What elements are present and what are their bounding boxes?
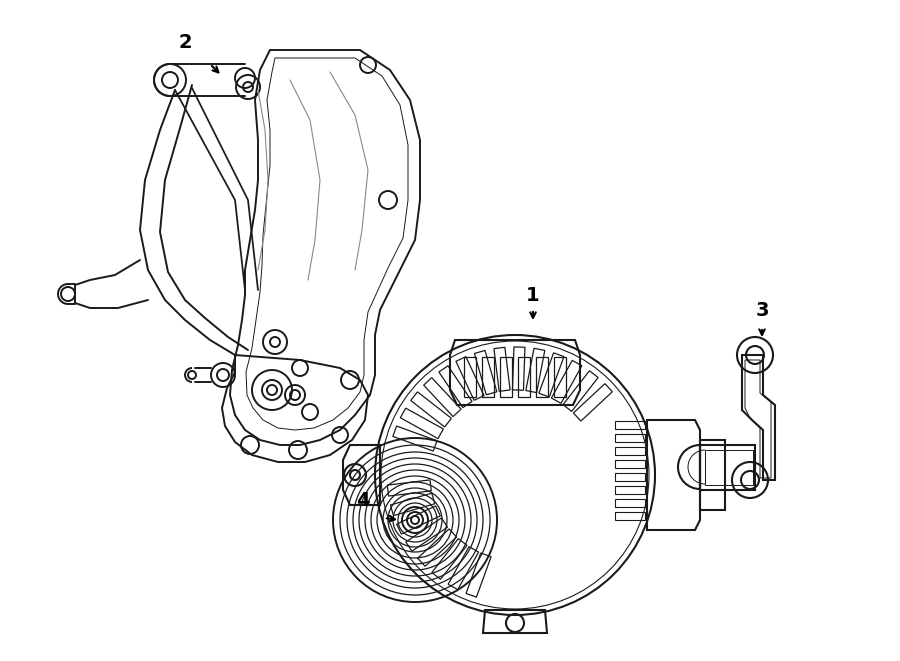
Text: 4: 4 — [356, 491, 370, 510]
Text: 1: 1 — [526, 286, 540, 305]
Text: 2: 2 — [178, 33, 192, 52]
Text: 3: 3 — [755, 301, 769, 320]
